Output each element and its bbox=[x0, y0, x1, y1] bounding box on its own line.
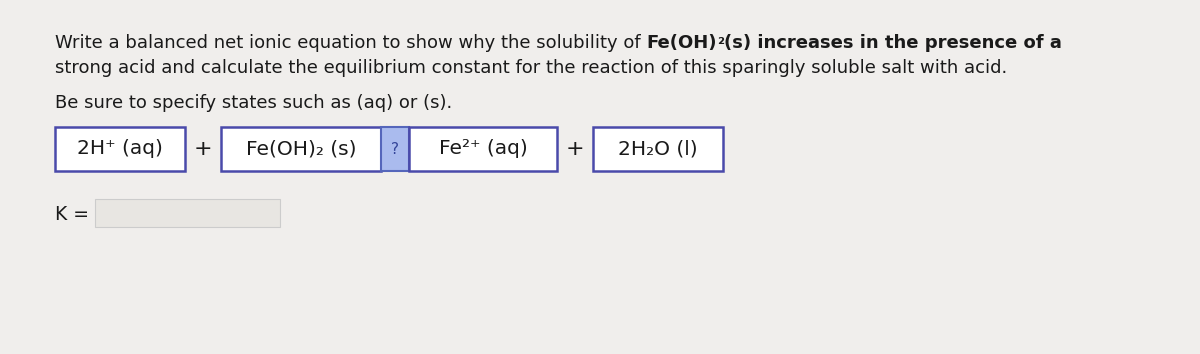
Text: (s) increases in the presence of a: (s) increases in the presence of a bbox=[724, 34, 1062, 52]
Bar bbox=[55, 127, 185, 171]
Text: +: + bbox=[565, 139, 584, 159]
Bar bbox=[95, 199, 280, 227]
Text: Fe(OH): Fe(OH) bbox=[647, 34, 716, 52]
Text: 2H₂O (l): 2H₂O (l) bbox=[618, 139, 698, 159]
Text: Fe²⁺ (aq): Fe²⁺ (aq) bbox=[439, 139, 527, 159]
Bar bbox=[382, 127, 409, 171]
Text: K =: K = bbox=[55, 205, 89, 223]
Text: strong acid and calculate the equilibrium constant for the reaction of this spar: strong acid and calculate the equilibriu… bbox=[55, 59, 1007, 77]
Bar bbox=[221, 127, 382, 171]
Text: Write a balanced net ionic equation to show why the solubility of: Write a balanced net ionic equation to s… bbox=[55, 34, 647, 52]
Text: ?: ? bbox=[391, 142, 398, 156]
Text: +: + bbox=[193, 139, 212, 159]
Text: Be sure to specify states such as (aq) or (s).: Be sure to specify states such as (aq) o… bbox=[55, 94, 452, 112]
Text: ₂: ₂ bbox=[716, 32, 724, 47]
Bar bbox=[593, 127, 722, 171]
Text: 2H⁺ (aq): 2H⁺ (aq) bbox=[77, 139, 163, 159]
Text: Fe(OH)₂ (s): Fe(OH)₂ (s) bbox=[246, 139, 356, 159]
Bar bbox=[409, 127, 557, 171]
